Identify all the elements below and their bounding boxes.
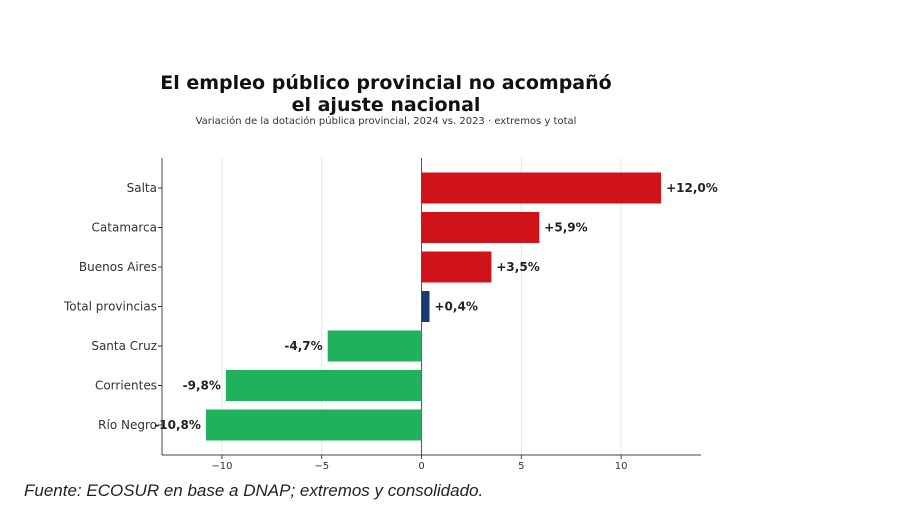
category-label-6: Río Negro [98,418,157,432]
data-label-6: -10,8% [154,418,201,432]
bar-1 [421,212,540,243]
data-label-5: -9,8% [183,379,221,393]
x-tick-label-1: −5 [314,461,329,472]
chart-title-line-1: El empleo público provincial no acompañó [160,72,612,94]
bar-5 [225,370,422,401]
category-label-3: Total provincias [63,300,157,314]
category-label-1: Catamarca [92,221,157,235]
x-tick-label-2: 0 [418,461,424,472]
bar-6 [205,409,422,441]
data-label-2: +3,5% [496,260,539,274]
bar-2 [421,251,492,283]
bar-4 [327,330,422,362]
x-tick-label-0: −10 [211,461,232,472]
category-label-2: Buenos Aires [79,260,157,274]
data-label-4: -4,7% [284,339,322,353]
category-label-4: Santa Cruz [91,339,157,353]
x-tick-label-3: 5 [518,461,524,472]
data-label-3: +0,4% [435,300,478,314]
category-label-0: Salta [127,181,157,195]
x-tick-label-4: 10 [615,461,628,472]
chart-title: El empleo público provincial no acompañó… [100,72,672,116]
chart-subtitle: Variación de la dotación pública provinc… [195,116,577,127]
data-label-1: +5,9% [544,221,587,235]
bar-3 [421,291,430,322]
source-note: Fuente: ECOSUR en base a DNAP; extremos … [24,481,484,500]
category-label-5: Corrientes [95,379,157,393]
bar-0 [421,172,662,204]
chart-title-line-2: el ajuste nacional [291,94,481,116]
data-label-0: +12,0% [666,181,718,195]
